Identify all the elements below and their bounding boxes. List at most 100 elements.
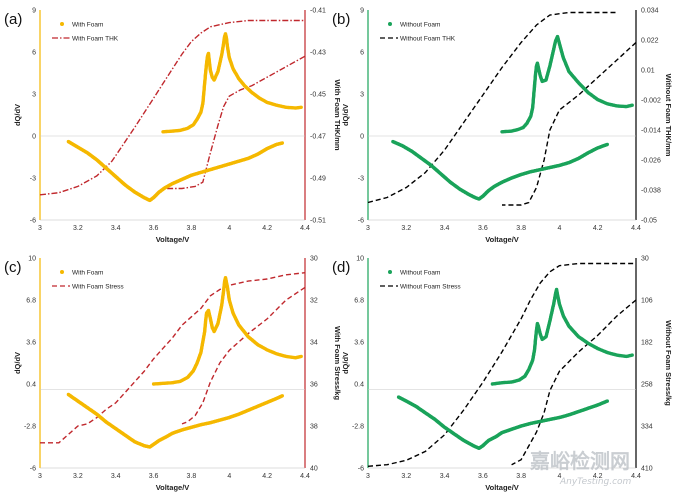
y2-tick-label: 38 xyxy=(310,424,318,431)
legend-label: Without Foam THK xyxy=(400,36,456,43)
y2-tick-label: 334 xyxy=(641,424,653,431)
x-tick-label: 4.4 xyxy=(631,473,641,480)
series-dots-charge_upper_d xyxy=(490,287,634,386)
x-tick-label: 4.2 xyxy=(262,225,272,232)
data-point xyxy=(630,353,634,357)
legend-dot-marker xyxy=(388,22,392,26)
legend-dot-marker xyxy=(60,22,64,26)
y2-tick-label: -0.038 xyxy=(641,188,661,195)
x-tick-label: 4.2 xyxy=(593,225,603,232)
chart-panel-3: 3 3.2 3.4 3.6 3.8 4 4.2 4.4 -6 -2.8 0.4 3.6 6.8 10 30 1… xyxy=(332,256,673,493)
legend-label: Without Foam Stress xyxy=(400,284,461,291)
series-dots-charge_upper_c xyxy=(151,276,303,386)
legend-label: Without Foam xyxy=(400,22,440,29)
data-point xyxy=(630,103,634,107)
y-tick-label: 6.8 xyxy=(354,298,364,305)
x-tick-label: 4 xyxy=(557,473,561,480)
data-point xyxy=(299,105,303,110)
x-tick-label: 3.8 xyxy=(516,225,526,232)
x-tick-label: 3.6 xyxy=(478,473,488,480)
y-tick-label: 10 xyxy=(356,256,364,263)
y2-tick-label: -0.05 xyxy=(641,218,657,225)
x-tick-label: 3.2 xyxy=(401,473,411,480)
legend-dot-marker xyxy=(388,270,392,274)
y-axis-label: dQ/dV xyxy=(341,352,350,374)
y-tick-label: 0.4 xyxy=(26,382,36,389)
y-tick-label: 0 xyxy=(32,134,36,141)
y-tick-label: 6 xyxy=(360,50,364,57)
y-tick-label: 6 xyxy=(32,50,36,57)
x-tick-label: 3 xyxy=(366,225,370,232)
y-tick-label: 0.4 xyxy=(354,382,364,389)
y-tick-label: 6.8 xyxy=(26,298,36,305)
y2-axis-label: With Foam Stress/kg xyxy=(333,326,342,401)
series-dots-with_foam_a xyxy=(66,139,284,203)
chart-panel-1: 3 3.2 3.4 3.6 3.8 4 4.2 4.4 -6 -3 0 3 6 9 0.034 0.022 0.… xyxy=(332,8,673,245)
y2-tick-label: -0.002 xyxy=(641,98,661,105)
series-line-stress_c xyxy=(40,272,306,444)
series-line-thk_a xyxy=(39,19,305,196)
x-tick-label: 3 xyxy=(38,473,42,480)
x-tick-label: 3.2 xyxy=(401,225,411,232)
x-tick-label: 3.2 xyxy=(73,225,83,232)
y2-tick-label: 410 xyxy=(641,466,653,473)
y-tick-label: 9 xyxy=(32,8,36,15)
series-dots-charge_upper_b xyxy=(500,34,634,134)
x-tick-label: 3.8 xyxy=(187,225,197,232)
y2-tick-label: 34 xyxy=(310,340,318,347)
series-dots-with_foam_d xyxy=(396,395,609,450)
y-tick-label: -6 xyxy=(30,218,36,225)
y-tick-label: -6 xyxy=(358,466,364,473)
legend-label: With Foam xyxy=(72,22,103,29)
y-tick-label: 3 xyxy=(360,92,364,99)
x-axis-label: Voltage/V xyxy=(156,483,190,492)
y2-tick-label: 40 xyxy=(310,466,318,473)
panel-label: (a) xyxy=(4,11,22,28)
legend-label: Without Foam xyxy=(400,270,440,277)
x-tick-label: 4 xyxy=(557,225,561,232)
y-tick-label: 3.6 xyxy=(26,340,36,347)
panel-label: (b) xyxy=(332,11,350,28)
panel-label: (c) xyxy=(4,259,22,276)
y-tick-label: 3.6 xyxy=(354,340,364,347)
y-tick-label: -3 xyxy=(30,176,36,183)
legend-label: With Foam Stress xyxy=(72,284,124,291)
y-axis-label: dQ/dV xyxy=(13,352,22,374)
y-tick-label: 10 xyxy=(28,256,36,263)
x-axis-label: Voltage/V xyxy=(156,235,190,244)
series-line-stress_d_return xyxy=(511,299,637,466)
y-tick-label: 0 xyxy=(360,134,364,141)
y2-tick-label: 36 xyxy=(310,382,318,389)
x-tick-label: 4 xyxy=(227,473,231,480)
legend: With Foam With Foam THK xyxy=(52,22,119,43)
x-tick-label: 3.4 xyxy=(440,225,450,232)
series-line-thk_a_return xyxy=(163,55,306,190)
y-tick-label: -2.8 xyxy=(352,424,364,431)
y2-axis-label: Without Foam Stress/kg xyxy=(664,320,673,406)
series-line-stress_c_return xyxy=(181,286,306,425)
legend: Without Foam Without Foam THK xyxy=(380,22,456,43)
y-tick-label: -6 xyxy=(358,218,364,225)
chart-panel-2: 3 3.2 3.4 3.6 3.8 4 4.2 4.4 -6 -2.8 0.4 3.6 6.8 10 30 3… xyxy=(4,256,342,493)
x-tick-label: 4.2 xyxy=(593,473,603,480)
y-tick-label: 9 xyxy=(360,8,364,15)
chart-panel-0: 3 3.2 3.4 3.6 3.8 4 4.2 4.4 -6 -3 0 3 6 9 -0.41 -0.43 -0… xyxy=(4,8,342,245)
x-tick-label: 3.4 xyxy=(440,473,450,480)
x-tick-label: 4.4 xyxy=(631,225,641,232)
x-tick-label: 3 xyxy=(38,225,42,232)
y2-axis-label: Without Foam THK/mm xyxy=(664,74,673,157)
y2-tick-label: 0.034 xyxy=(641,8,659,15)
series-dots-charge_upper_a xyxy=(161,32,303,134)
x-tick-label: 3.6 xyxy=(478,225,488,232)
y2-tick-label: -0.41 xyxy=(310,8,326,15)
y2-tick-label: 182 xyxy=(641,340,653,347)
y2-tick-label: -0.47 xyxy=(310,134,326,141)
data-point xyxy=(605,142,609,147)
x-tick-label: 3.8 xyxy=(516,473,526,480)
x-tick-label: 3.6 xyxy=(149,473,159,480)
x-tick-label: 3.4 xyxy=(111,225,121,232)
x-tick-label: 3.8 xyxy=(187,473,197,480)
series-line-thk_b_return xyxy=(502,41,637,206)
data-point xyxy=(280,141,284,145)
x-tick-label: 3.4 xyxy=(111,473,121,480)
